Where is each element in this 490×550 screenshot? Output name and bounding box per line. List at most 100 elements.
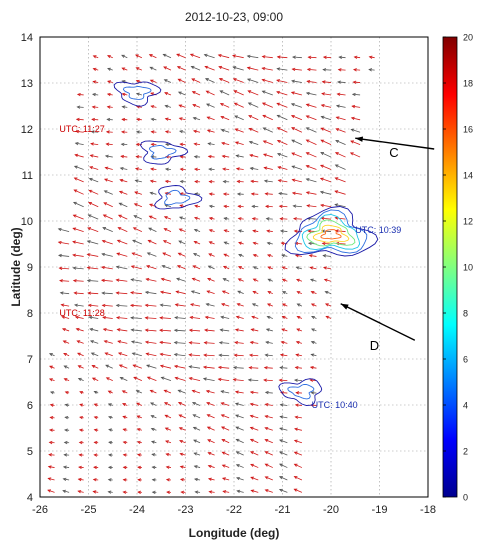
- wind-vector: [205, 66, 215, 71]
- wind-vector: [207, 129, 215, 133]
- wind-vector: [222, 290, 230, 295]
- wind-vector-head: [159, 328, 163, 332]
- wind-vector: [120, 179, 128, 183]
- wind-vector-head: [135, 130, 140, 134]
- utc-label: UTC: 11:27: [59, 124, 104, 134]
- wind-vector-head: [222, 490, 227, 494]
- wind-vector: [194, 143, 201, 146]
- wind-vector-head: [296, 278, 300, 282]
- wind-vector-head: [232, 78, 237, 82]
- x-tick-label: -24: [129, 504, 145, 516]
- wind-vector: [165, 118, 172, 121]
- wind-vector: [206, 402, 215, 406]
- wind-vector-head: [208, 192, 213, 196]
- wind-vector-head: [334, 190, 339, 194]
- wind-vector: [266, 218, 273, 220]
- wind-vector: [207, 116, 215, 121]
- wind-vector: [135, 179, 142, 183]
- wind-vector: [263, 127, 273, 133]
- wind-vector-head: [49, 428, 53, 432]
- wind-vector-head: [179, 204, 184, 208]
- wind-vector-head: [73, 291, 78, 295]
- wind-vector: [237, 303, 244, 307]
- wind-vector: [118, 352, 128, 357]
- wind-vector-head: [220, 315, 225, 319]
- wind-vector: [117, 239, 128, 245]
- wind-vector-head: [295, 340, 300, 345]
- wind-vector-head: [319, 164, 324, 168]
- wind-vector-head: [115, 303, 120, 308]
- wind-vector: [163, 240, 172, 245]
- wind-vector-head: [165, 478, 170, 482]
- wind-vector: [277, 68, 288, 71]
- wind-vector-head: [188, 365, 193, 369]
- wind-vector: [40, 491, 41, 493]
- wind-vector: [209, 241, 215, 245]
- wind-vector: [233, 367, 244, 369]
- wind-vector: [294, 440, 303, 444]
- wind-vector: [251, 328, 259, 332]
- wind-vector-head: [291, 79, 295, 83]
- wind-vector-head: [261, 90, 266, 94]
- wind-vector: [353, 69, 361, 71]
- wind-vector: [90, 340, 99, 344]
- wind-vector-head: [146, 376, 151, 380]
- wind-vector-head: [248, 127, 253, 131]
- wind-vector-head: [261, 102, 266, 106]
- wind-vector: [206, 90, 215, 96]
- wind-vector-head: [193, 228, 198, 232]
- wind-vector: [223, 490, 230, 493]
- wind-vector-head: [337, 68, 342, 72]
- colorbar-tick-label: 0: [463, 493, 468, 503]
- wind-vector-head: [308, 254, 313, 258]
- wind-vector-head: [136, 440, 141, 444]
- wind-vector: [296, 266, 303, 270]
- wind-vector-head: [250, 179, 255, 184]
- wind-vector: [294, 451, 303, 456]
- wind-vector-head: [221, 439, 226, 443]
- wind-vector: [88, 304, 99, 307]
- wind-vector: [235, 426, 244, 431]
- y-axis-label: Latitude (deg): [9, 227, 23, 306]
- wind-vector: [63, 353, 70, 357]
- wind-vector: [160, 291, 172, 295]
- wind-vector-head: [179, 452, 184, 456]
- wind-vector: [164, 92, 172, 96]
- wind-vector-head: [178, 228, 183, 232]
- wind-vector: [249, 367, 259, 369]
- wind-vector-head: [92, 490, 97, 494]
- wind-vector-head: [279, 403, 284, 407]
- pointer-arrow: [340, 303, 416, 341]
- utc-label: UTC: 10:40: [312, 400, 358, 410]
- wind-vector: [102, 227, 113, 232]
- wind-vector: [335, 177, 346, 183]
- wind-vector-head: [150, 117, 155, 122]
- wind-vector: [223, 266, 230, 270]
- wind-vector: [116, 317, 128, 319]
- wind-vector-head: [121, 92, 126, 97]
- wind-vector: [279, 205, 288, 208]
- wind-vector: [265, 489, 273, 493]
- wind-vector: [296, 354, 302, 357]
- wind-vector: [321, 104, 332, 108]
- wind-vector-head: [368, 68, 373, 72]
- wind-vector-head: [276, 79, 280, 83]
- wind-vector-head: [90, 142, 94, 146]
- wind-vector-head: [90, 352, 95, 356]
- wind-vector: [131, 329, 142, 332]
- wind-vector: [87, 227, 99, 232]
- wind-vector: [293, 218, 302, 220]
- wind-vector-head: [305, 103, 310, 107]
- wind-vector: [276, 79, 288, 83]
- wind-vector: [279, 451, 288, 456]
- wind-vector-head: [247, 378, 252, 382]
- wind-vector-head: [307, 241, 312, 246]
- wind-vector-head: [281, 254, 285, 258]
- wind-vector-head: [252, 266, 257, 270]
- wind-vector-head: [163, 216, 168, 220]
- wind-vector: [204, 354, 215, 357]
- wind-vector-head: [263, 179, 268, 183]
- wind-vector-head: [193, 240, 198, 245]
- wind-vector: [248, 102, 259, 108]
- wind-vector-head: [88, 202, 92, 206]
